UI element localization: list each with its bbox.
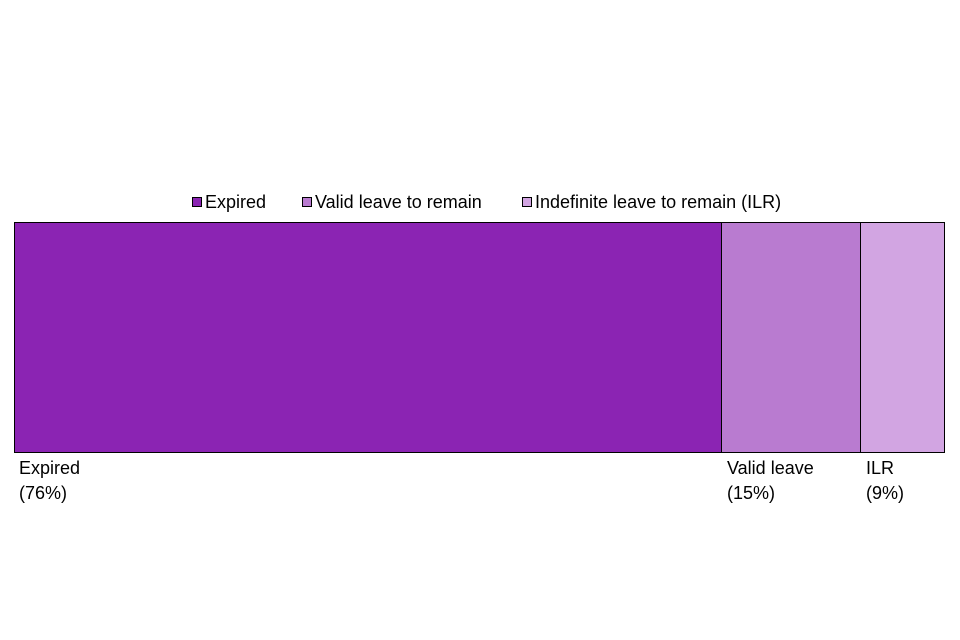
legend-label-valid-leave: Valid leave to remain xyxy=(315,191,482,212)
legend-swatch-ilr xyxy=(522,197,532,207)
segment-label-valid-leave: Valid leave (15%) xyxy=(727,456,814,506)
legend-swatch-valid-leave xyxy=(302,197,312,207)
segment-label-valid-leave-name: Valid leave xyxy=(727,458,814,478)
legend-item-ilr: Indefinite leave to remain (ILR) xyxy=(522,190,781,214)
segment-label-ilr: ILR (9%) xyxy=(866,456,904,506)
chart-legend: Expired Valid leave to remain Indefinite… xyxy=(0,190,960,214)
legend-item-expired: Expired xyxy=(192,190,266,214)
legend-swatch-expired xyxy=(192,197,202,207)
legend-label-expired: Expired xyxy=(205,191,267,212)
segment-label-valid-leave-pct: (15%) xyxy=(727,483,776,503)
segment-label-ilr-name: ILR xyxy=(866,458,895,478)
legend-item-valid-leave: Valid leave to remain xyxy=(302,190,482,214)
stacked-bar xyxy=(14,222,945,453)
legend-label-ilr: Indefinite leave to remain (ILR) xyxy=(535,191,782,212)
segment-label-expired-pct: (76%) xyxy=(19,483,68,503)
bar-segment-ilr xyxy=(861,222,945,453)
bar-segment-expired xyxy=(14,222,722,453)
segment-label-ilr-pct: (9%) xyxy=(866,483,905,503)
segment-label-expired-name: Expired xyxy=(19,458,81,478)
segment-label-expired: Expired (76%) xyxy=(19,456,80,506)
bar-segment-valid-leave xyxy=(722,222,861,453)
